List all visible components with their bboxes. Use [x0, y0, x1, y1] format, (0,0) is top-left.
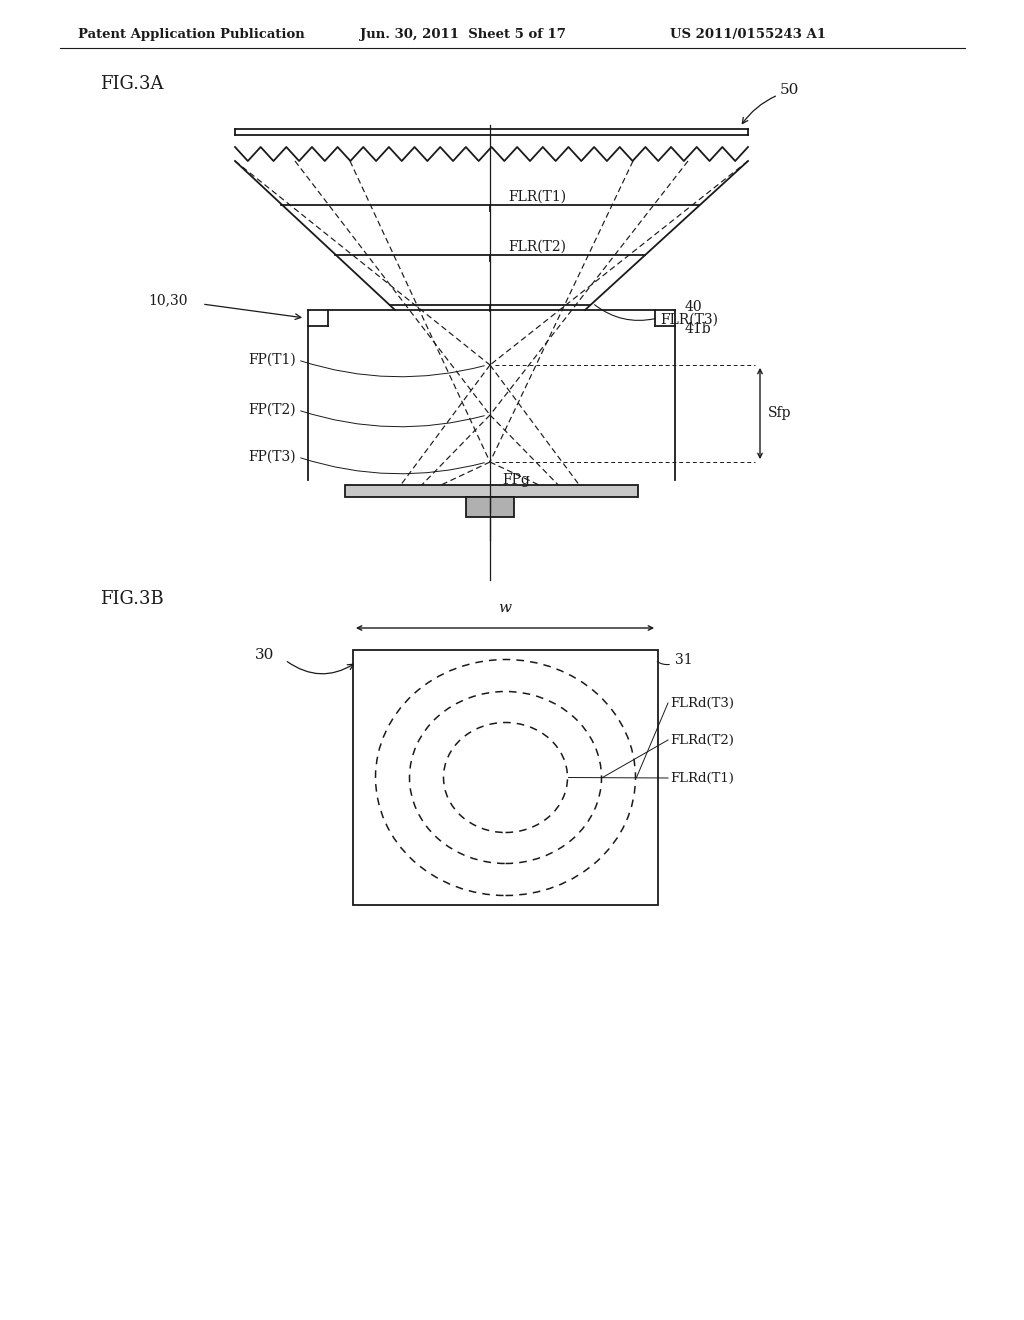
Text: US 2011/0155243 A1: US 2011/0155243 A1: [670, 28, 826, 41]
Text: FLRd(T3): FLRd(T3): [670, 697, 734, 710]
Bar: [353, 649, 658, 906]
Text: 31: 31: [675, 653, 692, 667]
Text: FPg: FPg: [502, 473, 529, 487]
Text: Sfp: Sfp: [768, 407, 792, 421]
Text: FLR(T2): FLR(T2): [508, 240, 566, 253]
Text: w: w: [499, 601, 512, 615]
Text: 50: 50: [780, 83, 800, 96]
Text: 41b: 41b: [685, 322, 712, 337]
Text: FIG.3A: FIG.3A: [100, 75, 164, 92]
Text: FLR(T1): FLR(T1): [508, 190, 566, 205]
Text: Patent Application Publication: Patent Application Publication: [78, 28, 305, 41]
Bar: [345, 484, 638, 498]
Text: FP(T1): FP(T1): [248, 352, 296, 367]
Text: FP(T3): FP(T3): [248, 450, 296, 465]
Text: FLRd(T2): FLRd(T2): [670, 734, 734, 747]
Text: Jun. 30, 2011  Sheet 5 of 17: Jun. 30, 2011 Sheet 5 of 17: [360, 28, 566, 41]
Text: FLR(T3): FLR(T3): [660, 313, 718, 327]
Text: 40: 40: [685, 300, 702, 314]
Text: FIG.3B: FIG.3B: [100, 590, 164, 609]
Text: 10,30: 10,30: [148, 293, 187, 308]
Text: FLRd(T1): FLRd(T1): [670, 771, 734, 784]
Text: 30: 30: [255, 648, 274, 663]
Bar: [466, 498, 514, 517]
Text: FP(T2): FP(T2): [248, 403, 296, 417]
